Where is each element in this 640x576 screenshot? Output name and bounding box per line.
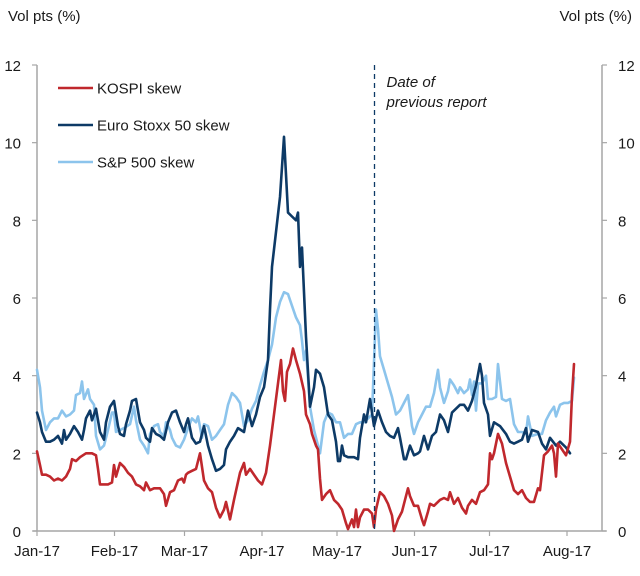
series-line-euro-stoxx-50-skew	[35, 135, 572, 473]
right-y-tick-label: 10	[618, 136, 635, 153]
x-tick-label: Jan-17	[14, 543, 60, 560]
left-y-tick-label: 8	[13, 213, 21, 230]
x-tick-label: Feb-17	[91, 543, 139, 560]
right-y-tick-label: 4	[618, 369, 626, 386]
previous-report-annotation-line-1: Date of	[387, 74, 437, 91]
x-tick-label: Apr-17	[239, 543, 284, 560]
right-y-tick-label: 8	[618, 213, 626, 230]
legend-label: S&P 500 skew	[97, 155, 194, 172]
right-axis-title: Vol pts (%)	[559, 8, 632, 25]
left-axis-title: Vol pts (%)	[8, 8, 81, 25]
x-tick-label: Aug-17	[543, 543, 591, 560]
right-y-tick-label: 12	[618, 58, 635, 75]
series-lines	[35, 135, 576, 533]
legend-label: Euro Stoxx 50 skew	[97, 118, 230, 135]
x-tick-label: Jun-17	[392, 543, 438, 560]
left-y-tick-label: 12	[4, 58, 21, 75]
series-line-kospi-skew	[35, 347, 576, 533]
left-y-tick-label: 6	[13, 291, 21, 308]
right-y-tick-label: 0	[618, 524, 626, 541]
legend-label: KOSPI skew	[97, 81, 181, 98]
x-tick-label: Mar-17	[161, 543, 209, 560]
left-y-tick-label: 4	[13, 369, 21, 386]
left-y-tick-label: 2	[13, 446, 21, 463]
legend: KOSPI skew Euro Stoxx 50 skew S&P 500 skew	[58, 81, 230, 172]
left-y-tick-label: 10	[4, 136, 21, 153]
previous-report-annotation-line-2: previous report	[386, 94, 488, 111]
axes: 0 0 2 2 4 4 6 6 8 8 10 10 12 12 Jan-17 Feb-17 Mar-17 Apr-…	[4, 58, 634, 560]
x-tick-label: May-17	[312, 543, 362, 560]
x-tick-label: Jul-17	[469, 543, 510, 560]
left-y-tick-label: 0	[13, 524, 21, 541]
right-y-tick-label: 2	[618, 446, 626, 463]
right-y-tick-label: 6	[618, 291, 626, 308]
